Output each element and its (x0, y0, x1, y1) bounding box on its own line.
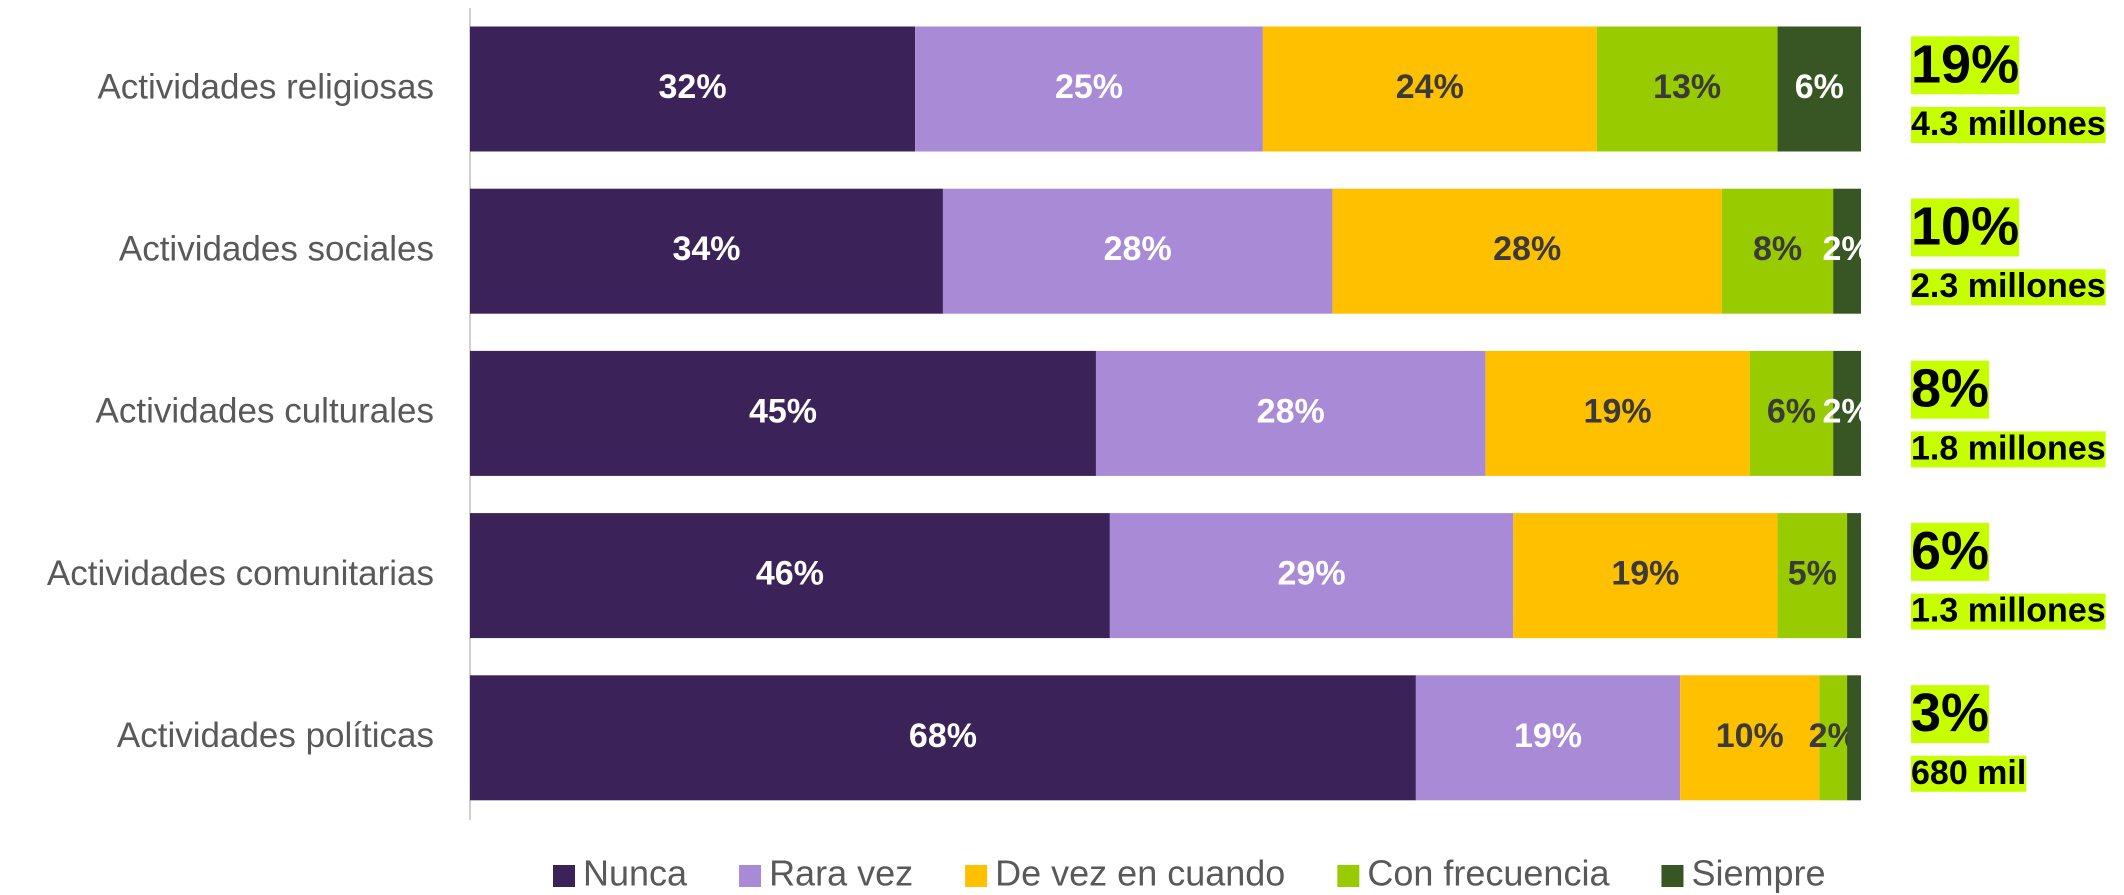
legend-swatch (553, 865, 575, 887)
annotation-highlight (1911, 106, 2106, 143)
bar-segment (470, 26, 916, 152)
annotation-highlight (1911, 198, 2020, 257)
data-label: 29% (1278, 555, 1346, 593)
category-label: Actividades comunitarias (47, 554, 434, 593)
annotation-highlight (1911, 685, 1990, 744)
annotation-percent: 6% (1911, 521, 1989, 581)
data-label: 28% (1104, 230, 1172, 268)
annotation-percent: 3% (1911, 683, 1989, 743)
annotation-label: 1.8 millones (1911, 429, 2106, 467)
annotation-label: 4.3 millones (1911, 105, 2106, 143)
category-label: Actividades religiosas (97, 67, 434, 106)
annotation-label: 2.3 millones (1911, 267, 2106, 305)
data-label: 13% (1653, 68, 1721, 106)
bar-segment (915, 26, 1263, 152)
legend-label: Rara vez (769, 853, 913, 894)
legend-label: De vez en cuando (995, 853, 1285, 894)
data-label: 46% (756, 555, 824, 593)
bar-segment (1680, 675, 1820, 801)
annotation-percent: 19% (1911, 34, 2019, 94)
bar-segment (1262, 26, 1597, 152)
bar-segment (470, 350, 1096, 476)
legend-swatch (1337, 865, 1360, 887)
bar-segment (1819, 675, 1848, 801)
data-label: 68% (909, 717, 977, 755)
annotation-label: 680 mil (1911, 754, 2026, 792)
bar-segment (470, 188, 943, 314)
bar-segment (1777, 513, 1848, 639)
annotation-highlight (1911, 593, 2106, 630)
bar-segment (1833, 350, 1861, 476)
data-label: 28% (1493, 230, 1561, 268)
data-label: 34% (672, 230, 740, 268)
bar-segment (1095, 350, 1486, 476)
annotation-highlight (1911, 755, 2027, 792)
bar-segment (1596, 26, 1778, 152)
bar-segment (1777, 26, 1861, 152)
annotation-highlight (1911, 431, 2106, 468)
bar-segment (1513, 513, 1778, 639)
bar-segment (1415, 675, 1681, 801)
annotation-highlight (1911, 269, 2106, 306)
bar-segment (1847, 513, 1861, 639)
legend-label: Siempre (1691, 853, 1825, 894)
bar-segment (1485, 350, 1750, 476)
annotation-highlight (1911, 522, 1990, 581)
legend-swatch (739, 865, 762, 887)
data-label: 19% (1611, 555, 1679, 593)
bar-segment (470, 513, 1110, 639)
data-label: 32% (659, 68, 727, 106)
data-label: 25% (1055, 68, 1123, 106)
data-label: 6% (1795, 68, 1844, 106)
bar-segment (1109, 513, 1514, 639)
annotation-percent: 10% (1911, 196, 2019, 256)
bar-segment (470, 675, 1416, 801)
data-label: 10% (1716, 717, 1784, 755)
category-label: Actividades culturales (96, 392, 435, 431)
bar-segment (942, 188, 1333, 314)
legend-swatch (965, 865, 988, 887)
bar-segment (1332, 188, 1722, 314)
data-label: 28% (1257, 392, 1325, 430)
data-label: 8% (1753, 230, 1802, 268)
annotation-highlight (1911, 36, 2020, 95)
legend-label: Nunca (583, 853, 688, 894)
category-label: Actividades políticas (117, 716, 434, 755)
data-label: 19% (1584, 392, 1652, 430)
data-label: 2% (1823, 392, 1872, 430)
annotation-label: 1.3 millones (1911, 592, 2106, 630)
bar-segment (1833, 188, 1861, 314)
data-label: 45% (749, 392, 817, 430)
bar-segment (1749, 350, 1834, 476)
data-label: 19% (1514, 717, 1582, 755)
legend-swatch (1661, 865, 1684, 887)
bar-segment (1721, 188, 1834, 314)
legend-label: Con frecuencia (1367, 853, 1610, 894)
category-label: Actividades sociales (119, 229, 434, 268)
data-label: 24% (1396, 68, 1464, 106)
annotation-percent: 8% (1911, 359, 1989, 419)
bar-segment (1847, 675, 1861, 801)
data-label: 6% (1767, 392, 1816, 430)
annotation-highlight (1911, 360, 1990, 419)
data-label: 2% (1823, 230, 1872, 268)
data-label: 5% (1788, 555, 1837, 593)
